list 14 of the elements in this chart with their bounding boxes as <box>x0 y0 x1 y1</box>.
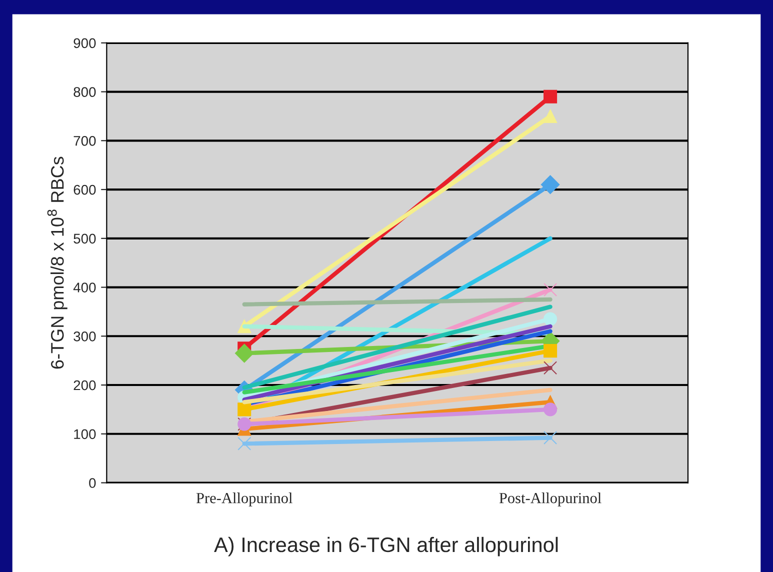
text: A) Increase in 6-TGN after allopurinol <box>214 536 558 556</box>
x-tick-label: Pre-Allopurinol <box>196 492 292 506</box>
y-tick-label: 100 <box>74 429 96 440</box>
y-tick-label: 400 <box>73 282 96 292</box>
y-axis-title: 6-TGN pmol/8 x 10$^{8}$ RBCs <box>47 156 68 369</box>
y-tick-label: 900 <box>74 38 96 48</box>
y-tick-label: 600 <box>74 184 96 195</box>
y-tick-label: 500 <box>74 234 96 244</box>
y-tick-label: 0 <box>89 478 96 488</box>
y-tick-label: 300 <box>74 331 96 342</box>
y-tick-label: 800 <box>74 87 96 97</box>
y-tick-label: 200 <box>74 380 96 390</box>
y-tick-label: 700 <box>74 136 96 146</box>
x-tick-label: Post-Allopurinol <box>499 492 602 506</box>
